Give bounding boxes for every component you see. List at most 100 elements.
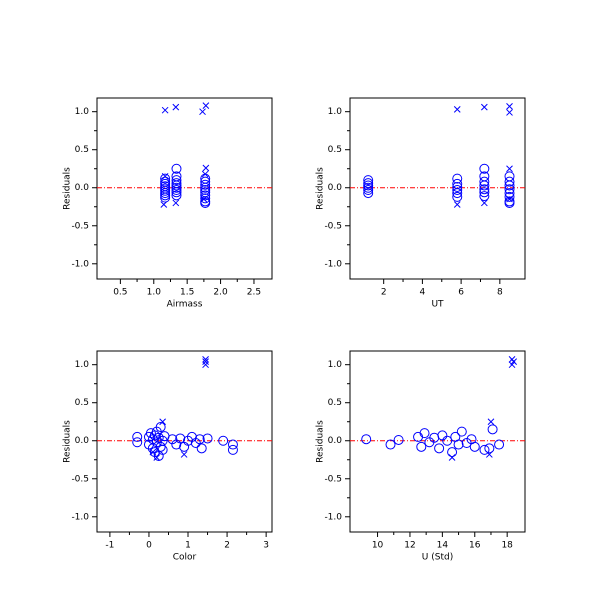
point-circle — [484, 443, 495, 454]
point-cross — [453, 201, 461, 208]
point-circle — [504, 180, 515, 191]
point-circle — [504, 171, 515, 182]
point-circle — [167, 434, 178, 445]
point-circle — [419, 428, 430, 439]
point-circle — [143, 439, 154, 450]
point-circle — [160, 173, 171, 184]
point-circle — [160, 185, 171, 196]
point-cross — [506, 195, 513, 203]
point-circle — [171, 180, 182, 191]
point-cross — [202, 164, 210, 172]
x-tick-label: 16 — [469, 541, 481, 551]
y-axis-label: Residuals — [63, 167, 73, 210]
x-tick-label: 3 — [263, 541, 269, 551]
y-tick-label: 0.0 — [328, 436, 343, 446]
panel: -1.0 -0.5 0.0 0.5 1.0 2 4 6 8 UT Residuals — [316, 97, 526, 310]
point-cross — [485, 451, 493, 458]
point-circle — [227, 439, 238, 450]
point-circle — [157, 444, 168, 455]
point-circle — [200, 179, 211, 190]
point-cross — [161, 106, 169, 114]
point-circle — [487, 424, 498, 435]
point-circle — [456, 426, 467, 437]
point-circle — [200, 176, 211, 187]
point-circle — [218, 435, 229, 446]
point-circle — [196, 443, 207, 454]
y-axis-label: Residuals — [316, 420, 326, 463]
plot-frame — [349, 350, 526, 533]
point-circle — [363, 175, 374, 186]
plot-frame — [349, 97, 526, 280]
point-cross — [506, 165, 513, 173]
x-tick-label: 6 — [458, 288, 464, 298]
x-tick-label: 2.5 — [247, 288, 261, 298]
point-circle — [155, 422, 166, 433]
point-cross — [159, 418, 166, 426]
point-circle — [171, 175, 182, 186]
x-tick-label: 4 — [420, 288, 426, 298]
point-circle — [200, 185, 211, 196]
y-tick-label: 1.0 — [328, 360, 343, 370]
point-circle — [160, 190, 171, 201]
y-tick-label: 0.5 — [75, 145, 89, 155]
point-circle — [200, 193, 211, 204]
point-circle — [363, 178, 374, 189]
point-circle — [171, 190, 182, 201]
plot-frame — [96, 97, 273, 280]
point-circle — [363, 182, 374, 193]
x-tick-label: 1 — [185, 541, 191, 551]
x-tick-label: 10 — [372, 541, 384, 551]
point-circle — [479, 444, 490, 455]
point-circle — [183, 435, 194, 446]
y-tick-label: -1.0 — [71, 512, 89, 522]
x-tick-label: 0.5 — [113, 288, 127, 298]
point-circle — [190, 438, 201, 449]
panel: -1.0 -0.5 0.0 0.5 1.0 10 12 14 16 18 U (Std) Residu… — [316, 350, 526, 563]
point-cross — [199, 108, 206, 116]
point-cross — [172, 199, 180, 207]
panel: -1.0 -0.5 0.0 0.5 1.0 -1 0 1 2 3 Color Residuals — [63, 350, 273, 563]
y-tick-label: 0.5 — [328, 398, 342, 408]
y-tick-label: 0.5 — [328, 145, 342, 155]
point-circle — [363, 180, 374, 191]
point-cross — [161, 172, 169, 180]
x-axis-label: Color — [173, 553, 197, 563]
point-circle — [413, 431, 424, 442]
x-tick-label: -1 — [105, 541, 114, 551]
y-tick-label: -1.0 — [324, 259, 342, 269]
point-circle — [452, 191, 463, 202]
y-tick-label: 1.0 — [75, 360, 90, 370]
point-circle — [479, 191, 490, 202]
point-circle — [385, 439, 396, 450]
x-tick-label: 14 — [437, 541, 449, 551]
point-circle — [504, 188, 515, 199]
point-circle — [202, 433, 213, 444]
point-cross — [448, 454, 456, 461]
point-cross — [453, 106, 461, 113]
x-tick-label: 0 — [146, 541, 152, 551]
point-cross — [153, 454, 161, 461]
point-circle — [160, 188, 171, 199]
point-circle — [416, 441, 427, 452]
point-circle — [227, 444, 238, 455]
point-cross — [202, 356, 209, 363]
y-tick-label: 0.5 — [75, 398, 89, 408]
point-circle — [469, 441, 480, 452]
x-tick-label: 1.5 — [180, 288, 194, 298]
point-cross — [506, 109, 513, 116]
y-axis-label: Residuals — [63, 420, 73, 463]
point-cross — [480, 103, 488, 111]
point-circle — [437, 430, 448, 441]
point-circle — [363, 188, 374, 199]
y-tick-label: -0.5 — [71, 474, 89, 484]
x-tick-label: 2 — [224, 541, 230, 551]
point-cross — [202, 102, 210, 109]
point-circle — [442, 435, 453, 446]
point-circle — [504, 184, 515, 195]
point-circle — [363, 185, 374, 196]
x-tick-label: 2.0 — [213, 288, 228, 298]
point-circle — [479, 180, 490, 191]
y-tick-label: 0.0 — [75, 183, 90, 193]
point-circle — [160, 192, 171, 203]
